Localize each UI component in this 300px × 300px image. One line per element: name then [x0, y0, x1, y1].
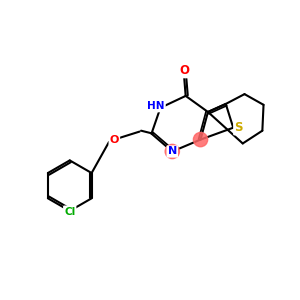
- Circle shape: [194, 133, 208, 147]
- Text: HN: HN: [147, 101, 165, 111]
- Text: N: N: [168, 146, 177, 157]
- Text: Cl: Cl: [64, 206, 75, 217]
- Text: O: O: [179, 64, 190, 77]
- Text: S: S: [234, 121, 243, 134]
- Circle shape: [165, 144, 179, 159]
- Text: O: O: [110, 135, 119, 145]
